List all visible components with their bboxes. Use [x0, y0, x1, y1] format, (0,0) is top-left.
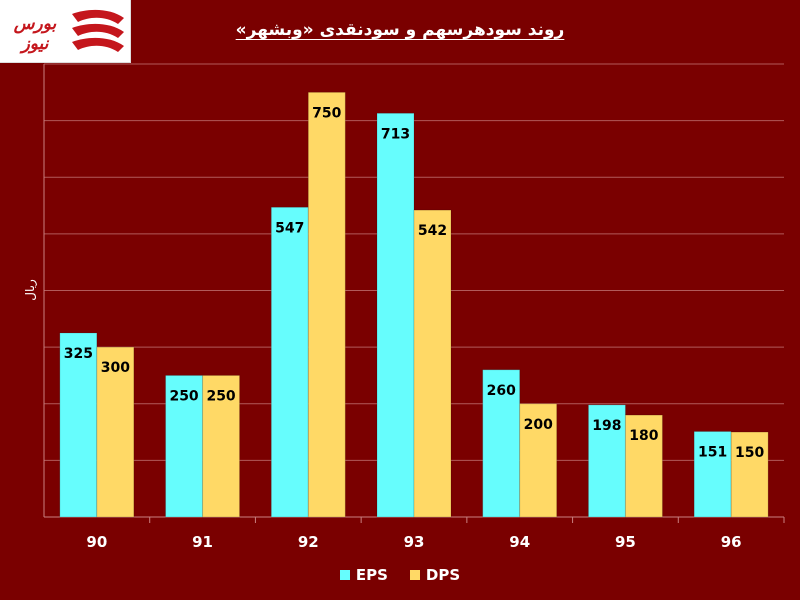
data-label-eps: 713: [381, 126, 410, 142]
bar-dps: [519, 403, 558, 518]
x-tick-label: 93: [404, 533, 425, 551]
data-label-eps: 151: [698, 444, 727, 460]
data-label-dps: 180: [629, 428, 658, 444]
data-label-dps: 150: [735, 445, 764, 461]
data-label-dps: 542: [418, 223, 447, 239]
legend-item-eps: EPS: [339, 566, 388, 584]
bar-eps: [270, 206, 309, 518]
legend-item-dps: DPS: [409, 566, 461, 584]
bar-eps: [693, 430, 732, 518]
bar-dps: [202, 374, 241, 518]
data-label-eps: 325: [64, 346, 93, 362]
bar-dps: [624, 414, 663, 518]
bar-eps: [376, 112, 415, 518]
x-tick-label: 91: [192, 533, 213, 551]
data-label-dps: 300: [101, 360, 130, 376]
x-tick-label: 96: [721, 533, 742, 551]
data-label-dps: 200: [524, 417, 553, 433]
logo-text: بورس نیوز: [13, 14, 57, 54]
data-label-eps: 250: [169, 388, 198, 404]
y-axis-label: ریال: [23, 279, 38, 301]
bar-eps: [165, 374, 204, 518]
x-tick-label: 92: [298, 533, 319, 551]
legend-label-eps: EPS: [355, 566, 388, 584]
data-label-eps: 198: [592, 418, 621, 434]
x-tick-label: 90: [86, 533, 107, 551]
bar-dps: [730, 431, 769, 518]
data-label-eps: 547: [275, 220, 304, 236]
legend-swatch-eps: [339, 570, 350, 580]
x-tick-label: 95: [615, 533, 636, 551]
bar-eps: [59, 332, 98, 518]
bar-dps: [413, 209, 452, 518]
legend-swatch-dps: [409, 570, 420, 580]
legend: EPS DPS: [0, 566, 800, 584]
logo: بورس نیوز: [0, 0, 131, 63]
bar-eps: [587, 404, 626, 518]
bar-dps: [96, 346, 135, 518]
legend-label-dps: DPS: [425, 566, 461, 584]
bar-dps: [307, 91, 346, 518]
data-label-dps: 750: [312, 105, 341, 121]
data-label-dps: 250: [206, 388, 235, 404]
logo-mark-icon: [72, 9, 124, 52]
data-label-eps: 260: [487, 383, 516, 399]
x-tick-label: 94: [509, 533, 530, 551]
chart-title: روند سودهرسهم و سودنقدی «وبشهر»: [235, 20, 565, 40]
